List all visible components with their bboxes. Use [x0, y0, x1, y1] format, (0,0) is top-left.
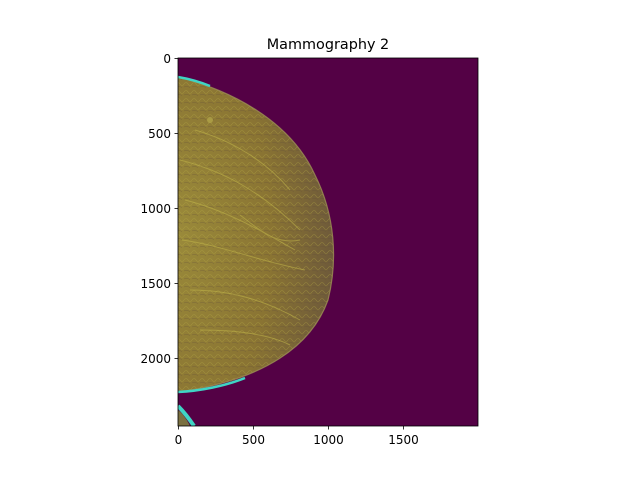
y-tick-label: 500: [148, 127, 171, 141]
chart-title: Mammography 2: [267, 37, 389, 53]
x-tick-label: 500: [242, 433, 265, 447]
y-axis: 0 500 1000 1500 2000: [140, 52, 178, 366]
corner-tissue: [178, 410, 190, 426]
x-axis: 0 500 1000 1500: [175, 426, 419, 447]
top-rim: [178, 75, 211, 88]
axes-frame: [177, 57, 479, 427]
y-tick-label: 2000: [140, 352, 171, 366]
mammogram-image: [178, 58, 478, 426]
corner-artifact: [178, 404, 196, 426]
x-tick-label: 1000: [313, 433, 344, 447]
tissue-streaks: [179, 129, 306, 346]
y-tick-label: 1000: [140, 202, 171, 216]
x-tick-label: 0: [175, 433, 183, 447]
y-tick-label: 0: [163, 52, 171, 66]
x-tick-label: 1500: [388, 433, 419, 447]
tissue-texture: [178, 77, 334, 392]
skin-edge: [178, 76, 335, 393]
nodule: [207, 117, 213, 123]
y-tick-label: 1500: [140, 277, 171, 291]
bottom-rim: [178, 376, 246, 394]
